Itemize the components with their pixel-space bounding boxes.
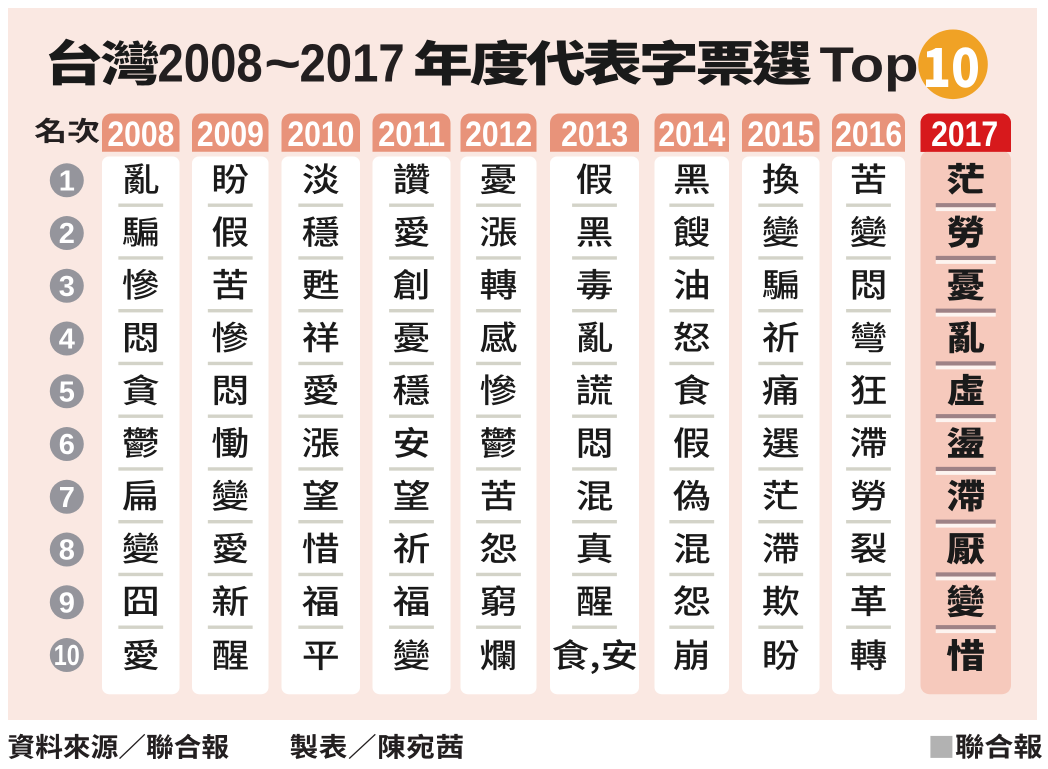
svg-text:3: 3 [59,271,75,303]
svg-text:2009: 2009 [197,115,264,154]
svg-text:Top: Top [820,38,919,93]
svg-text:2017: 2017 [931,115,998,154]
svg-text:8: 8 [59,535,75,567]
svg-text:2010: 2010 [287,115,354,154]
svg-text:2016: 2016 [835,115,902,154]
svg-text:2008: 2008 [158,34,263,94]
svg-text:2012: 2012 [465,115,532,154]
svg-text:2008: 2008 [107,115,174,154]
svg-text:5: 5 [59,376,75,408]
svg-text:4: 4 [59,324,75,356]
svg-text:2: 2 [59,218,75,250]
svg-text:2015: 2015 [747,115,814,154]
svg-text:6: 6 [59,429,75,461]
svg-text:9: 9 [59,587,75,619]
svg-text:2013: 2013 [561,115,628,154]
svg-text:2014: 2014 [658,115,725,154]
svg-text:2017: 2017 [300,34,405,94]
svg-text:1: 1 [59,165,75,197]
svg-text:7: 7 [59,482,75,514]
svg-text:2011: 2011 [378,115,445,154]
svg-text:~: ~ [264,34,301,94]
svg-text:10: 10 [54,640,80,672]
